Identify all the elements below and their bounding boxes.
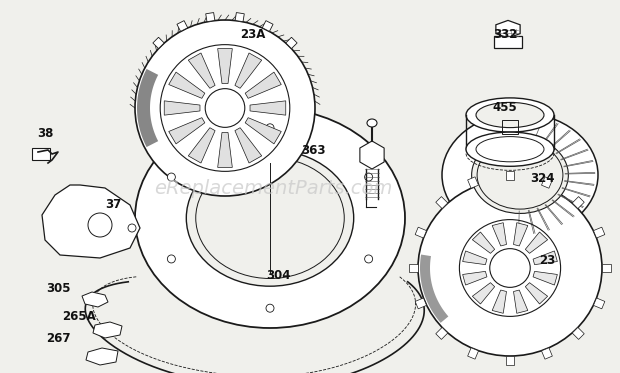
- Polygon shape: [169, 117, 205, 144]
- Polygon shape: [593, 298, 605, 309]
- Polygon shape: [492, 290, 507, 313]
- Text: 363: 363: [301, 144, 326, 157]
- Polygon shape: [360, 141, 384, 169]
- Ellipse shape: [466, 132, 554, 166]
- Polygon shape: [218, 48, 232, 84]
- Circle shape: [365, 255, 373, 263]
- Polygon shape: [164, 101, 200, 115]
- Polygon shape: [218, 132, 232, 167]
- Polygon shape: [188, 128, 215, 163]
- Polygon shape: [235, 128, 262, 163]
- Circle shape: [167, 173, 175, 181]
- Polygon shape: [467, 177, 479, 188]
- Bar: [32, 148, 50, 160]
- Polygon shape: [169, 72, 205, 98]
- Polygon shape: [93, 322, 122, 338]
- Polygon shape: [602, 264, 611, 272]
- Polygon shape: [572, 327, 584, 339]
- Text: 38: 38: [37, 127, 53, 140]
- Circle shape: [365, 173, 373, 181]
- Polygon shape: [188, 53, 215, 88]
- Polygon shape: [506, 356, 514, 365]
- Text: 324: 324: [530, 172, 555, 185]
- Polygon shape: [415, 227, 427, 238]
- Polygon shape: [525, 283, 547, 304]
- Circle shape: [266, 124, 274, 132]
- Bar: [502, 119, 518, 134]
- Polygon shape: [415, 298, 427, 309]
- Polygon shape: [533, 272, 557, 285]
- Text: 267: 267: [46, 332, 71, 345]
- Polygon shape: [153, 37, 164, 48]
- Polygon shape: [472, 232, 495, 253]
- Polygon shape: [436, 197, 448, 209]
- Circle shape: [167, 255, 175, 263]
- Ellipse shape: [418, 180, 602, 356]
- Text: 332: 332: [493, 28, 517, 41]
- Polygon shape: [496, 21, 520, 38]
- Polygon shape: [463, 251, 487, 264]
- Text: 455: 455: [493, 101, 518, 114]
- Text: 37: 37: [105, 198, 122, 211]
- Polygon shape: [593, 227, 605, 238]
- Polygon shape: [436, 327, 448, 339]
- Ellipse shape: [442, 113, 598, 237]
- Polygon shape: [533, 251, 557, 264]
- Ellipse shape: [466, 98, 554, 132]
- Ellipse shape: [186, 150, 353, 286]
- Ellipse shape: [472, 137, 569, 213]
- Polygon shape: [245, 72, 281, 98]
- Polygon shape: [467, 348, 479, 359]
- Polygon shape: [262, 21, 273, 31]
- Polygon shape: [177, 21, 188, 31]
- Polygon shape: [525, 232, 547, 253]
- Ellipse shape: [476, 103, 544, 128]
- Text: 23: 23: [539, 254, 556, 267]
- Polygon shape: [235, 13, 244, 22]
- Ellipse shape: [135, 108, 405, 328]
- Polygon shape: [572, 197, 584, 209]
- Circle shape: [266, 304, 274, 312]
- Polygon shape: [206, 13, 215, 22]
- Polygon shape: [472, 283, 495, 304]
- Polygon shape: [245, 117, 281, 144]
- Polygon shape: [513, 290, 528, 313]
- Polygon shape: [250, 101, 286, 115]
- Polygon shape: [513, 223, 528, 246]
- Bar: [494, 36, 522, 48]
- Polygon shape: [420, 254, 448, 323]
- Polygon shape: [463, 272, 487, 285]
- Polygon shape: [541, 348, 552, 359]
- Polygon shape: [541, 177, 552, 188]
- Polygon shape: [42, 185, 140, 258]
- Ellipse shape: [367, 119, 377, 127]
- Polygon shape: [86, 348, 118, 365]
- Polygon shape: [286, 37, 297, 48]
- Polygon shape: [506, 171, 514, 180]
- Polygon shape: [235, 53, 262, 88]
- Text: 23A: 23A: [241, 28, 266, 41]
- Polygon shape: [137, 69, 158, 147]
- Text: 304: 304: [267, 269, 291, 282]
- Text: 265A: 265A: [62, 310, 95, 323]
- Text: eReplacementParts.com: eReplacementParts.com: [154, 179, 392, 198]
- Polygon shape: [82, 292, 108, 307]
- Polygon shape: [492, 223, 507, 246]
- Text: 305: 305: [46, 282, 71, 295]
- Ellipse shape: [135, 20, 315, 196]
- Polygon shape: [409, 264, 418, 272]
